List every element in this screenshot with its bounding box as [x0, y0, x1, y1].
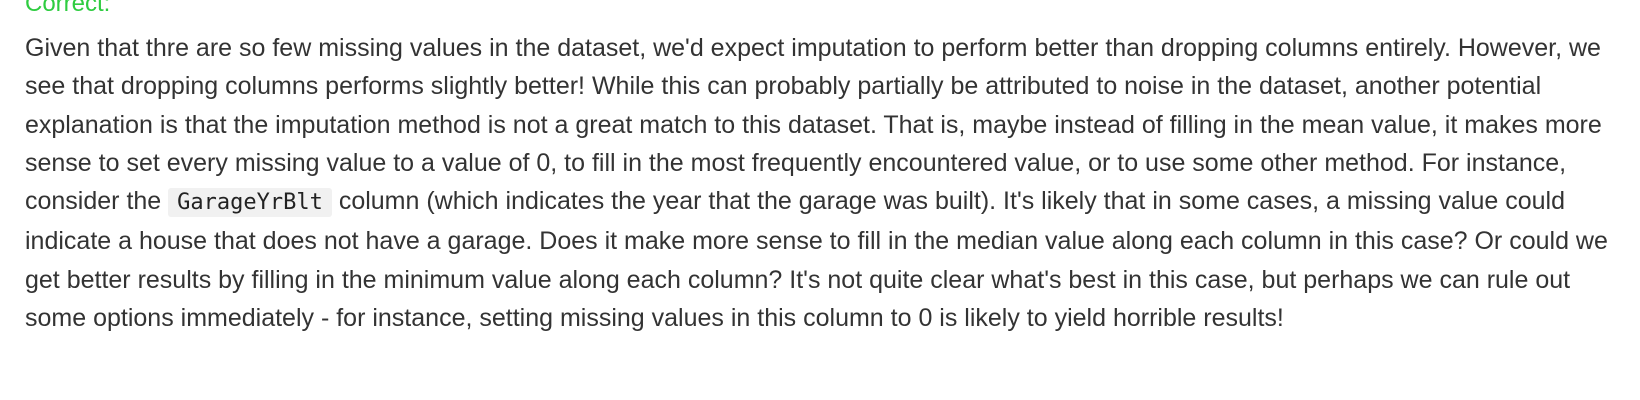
explanation-after-code: column (which indicates the year that th…: [25, 187, 1608, 333]
feedback-panel: Correct: Given that thre are so few miss…: [25, 0, 1625, 337]
explanation-before-code: Given that thre are so few missing value…: [25, 34, 1602, 216]
correct-status-label: Correct:: [25, 0, 111, 17]
explanation-text: Given that thre are so few missing value…: [25, 29, 1625, 337]
inline-code-garageyrblt: GarageYrBlt: [168, 188, 332, 218]
